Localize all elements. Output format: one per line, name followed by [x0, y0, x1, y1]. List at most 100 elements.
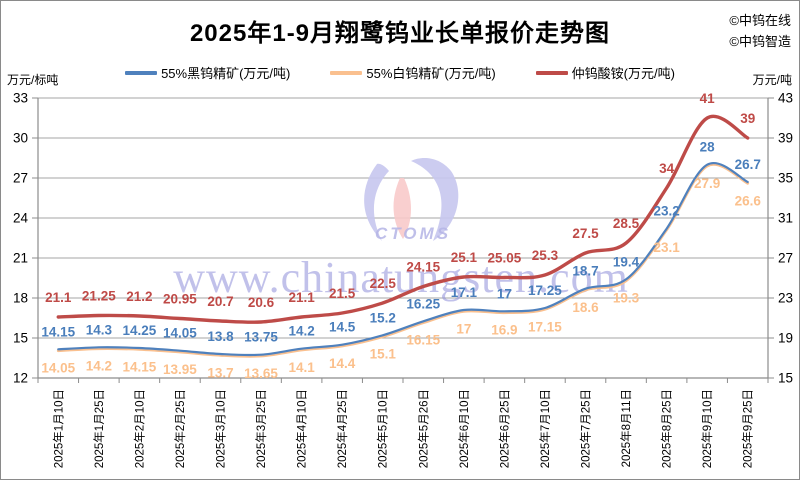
data-label-black-tungsten-ore: 17.1	[451, 285, 478, 300]
x-axis-tick-label: 2025年9月10日	[700, 389, 714, 468]
x-axis-tick-label: 2025年6月10日	[457, 389, 471, 468]
legend-label-apt: 仲钨酸铵(万元/吨)	[571, 66, 675, 81]
data-label-black-tungsten-ore: 14.05	[163, 326, 197, 341]
data-label-white-tungsten-ore: 13.65	[244, 366, 278, 381]
data-label-apt: 20.6	[248, 295, 275, 310]
x-axis-tick-label: 2025年3月10日	[214, 389, 228, 468]
data-label-white-tungsten-ore: 14.1	[288, 360, 315, 375]
x-axis-tick-label: 2025年6月25日	[497, 389, 511, 468]
data-label-white-tungsten-ore: 14.4	[329, 356, 356, 371]
watermark-logo-text: CTOMS	[375, 224, 451, 243]
data-label-white-tungsten-ore: 14.2	[86, 359, 112, 374]
data-label-white-tungsten-ore: 26.6	[735, 193, 762, 208]
data-label-apt: 25.05	[487, 251, 521, 266]
legend: 55%黑钨精矿(万元/吨) 55%白钨精矿(万元/吨) 仲钨酸铵(万元/吨)	[1, 63, 799, 82]
legend-swatch-apt-icon	[535, 70, 568, 75]
x-axis-tick-label: 2025年4月25日	[335, 389, 349, 468]
right-axis-unit-label: 万元/吨	[752, 73, 792, 87]
x-axis-tick-label: 2025年5月26日	[416, 389, 430, 468]
data-label-black-tungsten-ore: 23.2	[653, 204, 679, 219]
x-axis-tick-label: 2025年8月11日	[619, 389, 633, 467]
legend-item-apt: 仲钨酸铵(万元/吨)	[535, 63, 675, 82]
data-label-apt: 21.2	[126, 289, 152, 304]
x-axis-tick-label: 2025年7月25日	[579, 389, 593, 468]
data-label-white-tungsten-ore: 17.15	[528, 319, 562, 334]
right-axis-tick-label: 39	[778, 131, 793, 146]
copyright-line-2: ©中钨智造	[729, 34, 791, 49]
data-label-black-tungsten-ore: 13.8	[207, 329, 234, 344]
legend-swatch-white-tungsten-icon	[330, 70, 363, 75]
right-axis-tick-label: 19	[778, 331, 793, 346]
data-label-apt: 21.25	[82, 289, 116, 304]
x-axis-tick-label: 2025年9月25日	[741, 389, 755, 468]
data-label-black-tungsten-ore: 16.25	[406, 296, 440, 311]
data-label-white-tungsten-ore: 13.95	[163, 362, 197, 377]
x-axis-tick-label: 2025年1月10日	[51, 389, 65, 468]
data-label-apt: 20.7	[207, 294, 233, 309]
left-axis-tick-label: 12	[13, 371, 28, 386]
legend-label-white-tungsten: 55%白钨精矿(万元/吨)	[366, 66, 496, 81]
data-label-apt: 21.5	[329, 286, 356, 301]
data-label-white-tungsten-ore: 16.15	[406, 333, 440, 348]
data-label-black-tungsten-ore: 14.25	[122, 323, 156, 338]
data-label-black-tungsten-ore: 14.2	[288, 324, 314, 339]
data-label-black-tungsten-ore: 19.4	[613, 254, 640, 269]
data-label-white-tungsten-ore: 18.6	[572, 300, 599, 315]
data-label-black-tungsten-ore: 14.3	[86, 322, 113, 337]
right-axis-tick-label: 31	[778, 211, 793, 226]
left-axis-tick-label: 33	[13, 91, 28, 106]
x-axis-tick-label: 2025年5月10日	[376, 389, 390, 468]
watermark-logo-flame-icon	[393, 178, 411, 239]
data-label-apt: 22.5	[370, 276, 397, 291]
data-label-apt: 25.1	[451, 250, 478, 265]
watermark-text: www.chinatungsten.com	[173, 253, 629, 302]
watermark-logo-right-swoosh-icon	[411, 158, 459, 241]
data-label-apt: 25.3	[532, 248, 559, 263]
data-label-apt: 41	[700, 91, 716, 106]
data-label-apt: 28.5	[613, 216, 640, 231]
legend-item-white-tungsten: 55%白钨精矿(万元/吨)	[330, 63, 496, 82]
data-label-black-tungsten-ore: 28	[700, 140, 716, 155]
x-axis-tick-label: 2025年3月25日	[254, 389, 268, 468]
data-label-white-tungsten-ore: 15.1	[370, 347, 397, 362]
left-axis-tick-label: 24	[13, 211, 29, 226]
x-axis-tick-label: 2025年2月10日	[132, 389, 146, 468]
watermark-logo-left-swoosh-icon	[364, 163, 389, 241]
legend-item-black-tungsten: 55%黑钨精矿(万元/吨)	[125, 63, 290, 82]
series-line-apt	[56, 114, 750, 324]
x-axis-tick-label: 2025年2月25日	[173, 389, 187, 468]
data-label-black-tungsten-ore: 15.2	[370, 310, 396, 325]
data-label-black-tungsten-ore: 13.75	[244, 330, 278, 345]
data-label-white-tungsten-ore: 13.7	[207, 365, 233, 380]
data-label-black-tungsten-ore: 17.25	[528, 283, 562, 298]
data-label-white-tungsten-ore: 23.1	[653, 240, 680, 255]
data-label-apt: 27.5	[572, 226, 599, 241]
data-label-black-tungsten-ore: 14.5	[329, 320, 356, 335]
x-axis-tick-label: 2025年7月10日	[538, 389, 552, 468]
left-axis-tick-label: 30	[13, 131, 28, 146]
data-label-black-tungsten-ore: 26.7	[735, 157, 761, 172]
data-label-white-tungsten-ore: 19.3	[613, 291, 640, 306]
right-axis-tick-label: 27	[778, 251, 793, 266]
left-axis-tick-label: 15	[13, 331, 28, 346]
data-label-black-tungsten-ore: 18.7	[572, 264, 598, 279]
legend-label-black-tungsten: 55%黑钨精矿(万元/吨)	[161, 66, 291, 81]
legend-swatch-black-tungsten-icon	[125, 70, 158, 75]
data-label-apt: 39	[740, 111, 755, 126]
left-axis-tick-label: 21	[13, 251, 28, 266]
left-axis-unit-label: 万元/标吨	[7, 73, 59, 87]
data-label-white-tungsten-ore: 27.9	[694, 176, 720, 191]
data-label-black-tungsten-ore: 14.15	[41, 324, 75, 339]
left-axis-tick-label: 18	[13, 291, 28, 306]
data-label-apt: 20.95	[163, 292, 197, 307]
x-axis-tick-label: 2025年1月25日	[92, 389, 106, 468]
right-axis-tick-label: 43	[778, 91, 793, 106]
data-label-white-tungsten-ore: 14.15	[122, 359, 156, 374]
data-label-apt: 21.1	[45, 290, 72, 305]
x-axis-tick-label: 2025年4月10日	[295, 389, 309, 468]
copyright-line-1: ©中钨在线	[729, 13, 791, 28]
data-label-apt: 24.15	[406, 260, 440, 275]
data-label-apt: 21.1	[288, 290, 315, 305]
